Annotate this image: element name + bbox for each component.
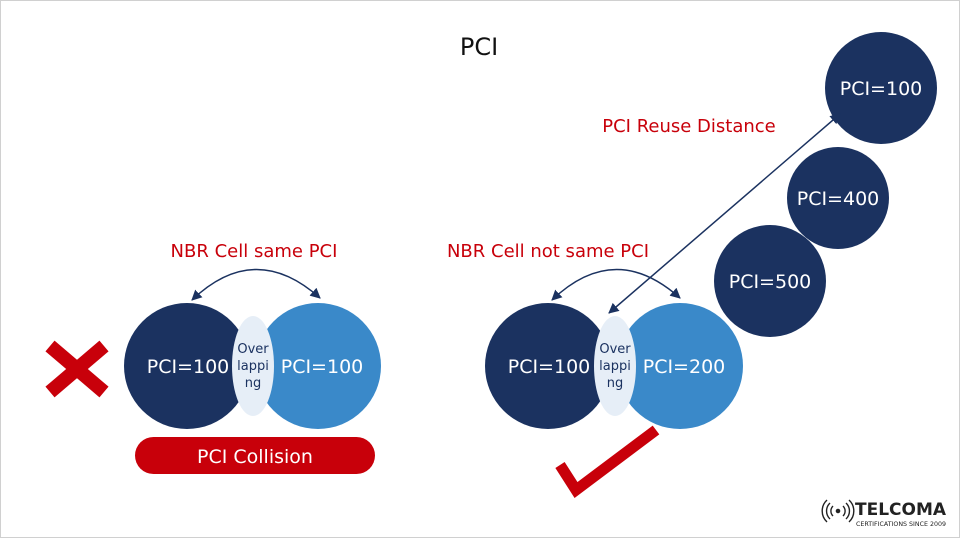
- check-icon: [555, 425, 660, 498]
- overlap-region: [594, 316, 636, 416]
- not-same-pci-label: NBR Cell not same PCI: [447, 241, 649, 262]
- overlap-label: ng: [607, 376, 624, 391]
- cell-label: PCI=200: [643, 356, 726, 378]
- cross-icon: [45, 340, 109, 398]
- neighbor-arrow: [191, 268, 321, 301]
- overlap-label: Over: [599, 342, 631, 357]
- collision-label: PCI Collision: [197, 446, 313, 468]
- page-title: PCI: [460, 33, 498, 61]
- overlap-label: ng: [245, 376, 262, 391]
- overlap-label: lappi: [237, 359, 269, 374]
- cell-label: PCI=100: [147, 356, 230, 378]
- overlap-region: [232, 316, 274, 416]
- signal-icon: [821, 499, 855, 523]
- cell-label: PCI=100: [840, 78, 923, 100]
- logo-name: TELCOMA: [855, 500, 947, 520]
- logo-tagline: CERTIFICATIONS SINCE 2009: [856, 521, 946, 528]
- cell-circle: [485, 303, 611, 429]
- same-pci-label: NBR Cell same PCI: [171, 241, 338, 262]
- reuse-distance-label: PCI Reuse Distance: [602, 116, 776, 137]
- cell-circle: [124, 303, 250, 429]
- overlap-label: lappi: [599, 359, 631, 374]
- cell-circle: [825, 32, 937, 144]
- telcoma-logo: TELCOMA CERTIFICATIONS SINCE 2009: [821, 499, 947, 528]
- cell-label: PCI=100: [508, 356, 591, 378]
- cell-label: PCI=400: [797, 188, 880, 210]
- cell-circle: [255, 303, 381, 429]
- collision-badge: [135, 437, 375, 474]
- cell-circle: [617, 303, 743, 429]
- reuse-distance-arrow: [608, 113, 841, 314]
- cell-label: PCI=500: [729, 271, 812, 293]
- overlap-label: Over: [237, 342, 269, 357]
- cell-label: PCI=100: [281, 356, 364, 378]
